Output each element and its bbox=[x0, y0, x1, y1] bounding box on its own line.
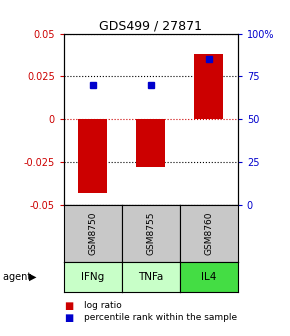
Text: ■: ■ bbox=[64, 301, 73, 311]
Text: IFNg: IFNg bbox=[81, 272, 104, 282]
Text: GSM8760: GSM8760 bbox=[204, 212, 213, 255]
Text: IL4: IL4 bbox=[201, 272, 217, 282]
Bar bbox=[136, 119, 165, 167]
Title: GDS499 / 27871: GDS499 / 27871 bbox=[99, 19, 202, 33]
Text: agent: agent bbox=[3, 272, 34, 282]
Text: ▶: ▶ bbox=[29, 272, 37, 282]
Text: percentile rank within the sample: percentile rank within the sample bbox=[84, 313, 237, 322]
Text: GSM8755: GSM8755 bbox=[146, 212, 155, 255]
Bar bbox=[194, 54, 223, 119]
Bar bbox=[78, 119, 107, 193]
Text: GSM8750: GSM8750 bbox=[88, 212, 97, 255]
Text: TNFa: TNFa bbox=[138, 272, 164, 282]
Text: log ratio: log ratio bbox=[84, 301, 122, 310]
Text: ■: ■ bbox=[64, 312, 73, 323]
